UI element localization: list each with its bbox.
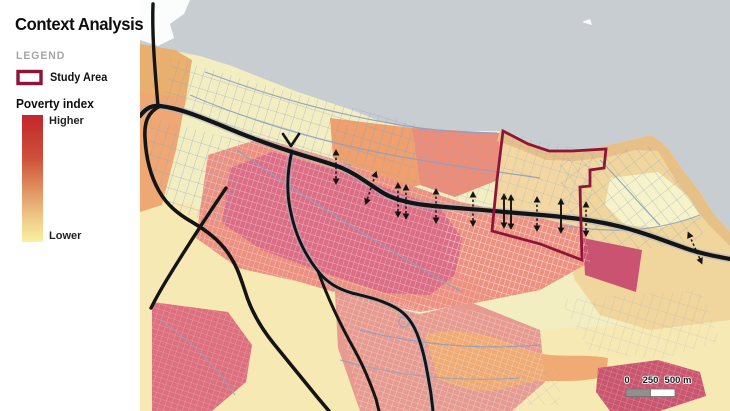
map-container: 0 250 500 m [140,0,730,411]
scale-bar: 0 250 500 m [624,374,692,397]
gradient-lower-label: Lower [49,230,82,242]
legend-panel: Context Analysis LEGEND Study Area Pover… [0,0,144,411]
zone-crimson-east [583,238,642,292]
west-loop-road [143,104,331,411]
scale-tick-250: 250 [643,375,659,386]
north-stub-road [151,2,160,108]
page-title: Context Analysis [15,14,144,34]
scale-bar-segment-light [650,388,676,397]
poverty-index-heading: Poverty index [16,97,94,111]
study-area-outline [490,128,608,263]
legend-study-area-row: Study Area [16,69,110,86]
boat-icon [582,19,592,25]
poverty-gradient-bar [22,115,43,242]
study-area-label: Study Area [50,71,108,84]
main-corridor-road [140,103,730,262]
southwest-diagonal-road [149,186,228,310]
scale-tick-500: 500 m [665,375,692,386]
street-grid-layer [147,58,720,411]
junction-v-marker [281,132,301,148]
study-area-swatch-icon [16,69,43,86]
scale-tick-0: 0 [624,375,629,386]
scale-bar-segment-dark [625,388,651,397]
central-south-road [286,149,435,411]
south-branch-road [316,269,381,411]
road-network [140,2,730,411]
legend-heading: LEGEND [16,50,66,62]
gradient-higher-label: Higher [49,115,84,127]
map-canvas[interactable]: 0 250 500 m [140,0,730,411]
